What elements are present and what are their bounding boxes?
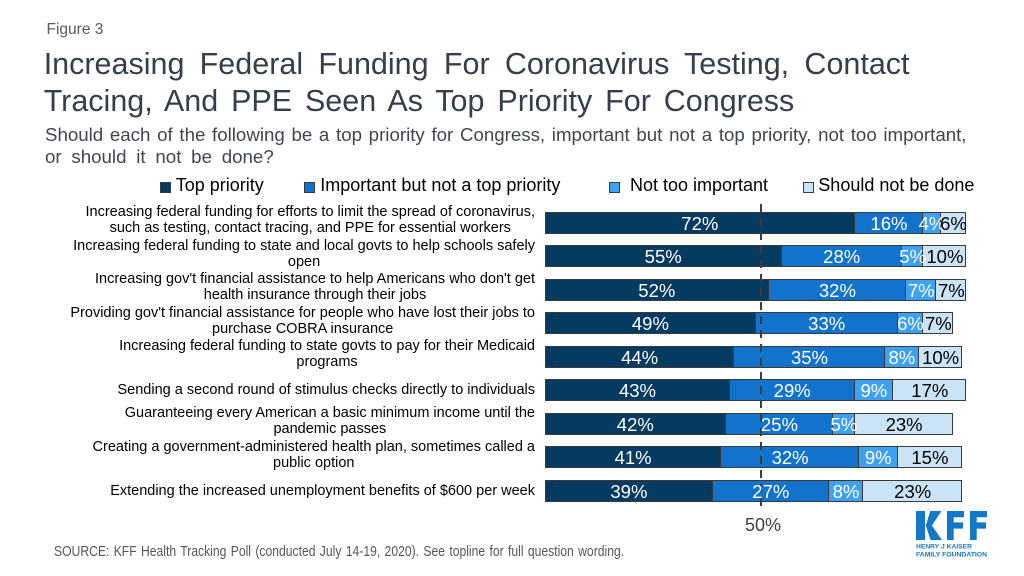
svg-text:HENRY J KAISER: HENRY J KAISER	[916, 544, 972, 551]
svg-text:FAMILY FOUNDATION: FAMILY FOUNDATION	[916, 552, 987, 559]
